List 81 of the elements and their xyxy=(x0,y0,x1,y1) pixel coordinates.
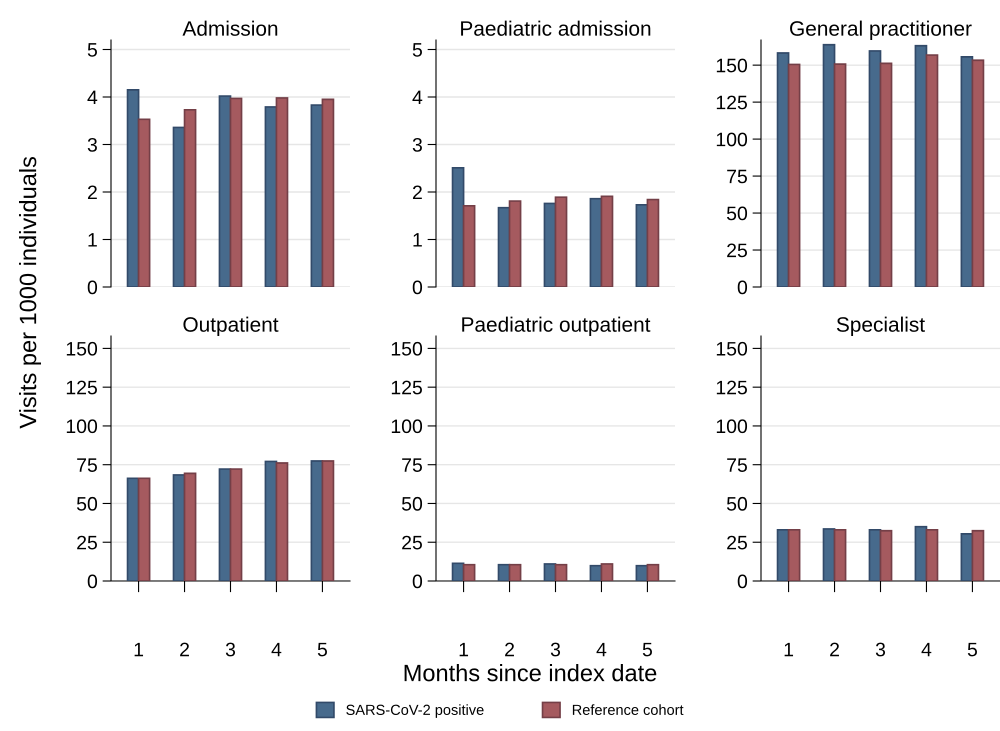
y-tick-label: 0 xyxy=(738,280,748,294)
y-tick-label: 25 xyxy=(727,536,747,550)
y-tick-label: 75 xyxy=(727,170,747,184)
y-tick-label: 100 xyxy=(66,419,98,434)
chart-title: Paediatric admission xyxy=(461,20,650,36)
y-tick-label: 0 xyxy=(738,574,748,588)
chart-title: Specialist xyxy=(836,316,925,336)
y-tick-label: 0 xyxy=(88,280,98,294)
y-tick-label: 3 xyxy=(88,138,97,152)
bar xyxy=(600,195,614,287)
bar xyxy=(184,108,196,287)
y-tick-label: 5 xyxy=(88,43,97,57)
bar xyxy=(462,204,476,287)
y-tick-label: 75 xyxy=(77,458,97,472)
y-tick-label: 3 xyxy=(412,138,422,152)
bar xyxy=(184,472,196,581)
y-tick-label: 25 xyxy=(402,536,422,550)
bar xyxy=(322,460,334,581)
x-tick-label: 1 xyxy=(784,642,794,656)
x-tick-label: 1 xyxy=(134,642,144,656)
y-tick-label: 2 xyxy=(412,185,422,200)
legend-label: SARS-CoV-2 positive xyxy=(346,704,484,718)
y-tick-label: 50 xyxy=(726,496,748,511)
chart-title: Admission xyxy=(182,20,278,36)
x-tick-label: 5 xyxy=(318,642,328,656)
y-tick-label: 0 xyxy=(412,574,422,588)
x-tick-label: 2 xyxy=(180,642,189,656)
y-tick-label: 0 xyxy=(88,574,98,588)
bar xyxy=(554,196,568,287)
x-tick-label: 4 xyxy=(272,642,282,656)
y-tick-label: 150 xyxy=(66,342,98,356)
y-tick-label: 125 xyxy=(66,380,97,394)
y-tick-label: 150 xyxy=(392,342,422,356)
y-tick-label: 4 xyxy=(87,90,98,104)
y-tick-label: 50 xyxy=(726,206,748,220)
y-tick-label: 100 xyxy=(392,419,422,434)
bar xyxy=(276,462,288,581)
chart-title: Outpatient xyxy=(183,316,278,336)
y-tick-label: 75 xyxy=(402,458,422,472)
y-tick-label: 1 xyxy=(88,233,97,247)
bar xyxy=(646,198,660,287)
legend-label: Reference cohort xyxy=(572,704,684,715)
y-tick-label: 125 xyxy=(392,380,422,394)
y-tick-label: 5 xyxy=(412,43,422,57)
bar xyxy=(508,200,522,287)
y-tick-label: 50 xyxy=(402,496,422,511)
bar xyxy=(452,166,464,287)
y-tick-label: 150 xyxy=(716,342,748,356)
bar xyxy=(138,118,150,287)
x-tick-label: 2 xyxy=(505,642,514,656)
x-tick-label: 2 xyxy=(830,642,839,656)
x-tick-label: 5 xyxy=(968,642,978,656)
y-tick-label: 50 xyxy=(76,496,98,511)
chart-title: Paediatric outpatient xyxy=(462,316,650,336)
bar xyxy=(276,97,288,287)
y-tick-label: 0 xyxy=(412,280,422,294)
y-tick-label: 4 xyxy=(412,90,422,104)
y-tick-label: 25 xyxy=(77,536,97,550)
x-tick-label: 3 xyxy=(550,642,560,656)
x-tick-label: 3 xyxy=(226,642,236,656)
y-tick-label: 75 xyxy=(727,458,747,472)
bar xyxy=(230,98,242,287)
x-tick-label: 3 xyxy=(876,642,886,656)
y-tick-label: 125 xyxy=(716,380,747,394)
x-tick-label: 1 xyxy=(460,642,468,656)
x-tick-label: 4 xyxy=(596,642,606,656)
y-axis-title: Visits per 1000 individuals xyxy=(18,156,42,429)
y-tick-label: 1 xyxy=(413,233,422,247)
bar xyxy=(138,478,150,581)
y-tick-label: 2 xyxy=(88,185,97,200)
y-tick-label: 100 xyxy=(716,419,748,434)
x-axis-title: Months since index date xyxy=(404,664,656,682)
bar xyxy=(230,468,242,581)
y-tick-label: 25 xyxy=(727,243,747,258)
bar xyxy=(322,98,334,287)
y-tick-label: 150 xyxy=(716,58,748,72)
y-tick-label: 100 xyxy=(716,132,748,146)
y-tick-label: 125 xyxy=(716,96,747,110)
chart-title: General practitioner xyxy=(790,20,972,40)
x-tick-label: 5 xyxy=(642,642,652,656)
x-tick-label: 4 xyxy=(922,642,932,656)
